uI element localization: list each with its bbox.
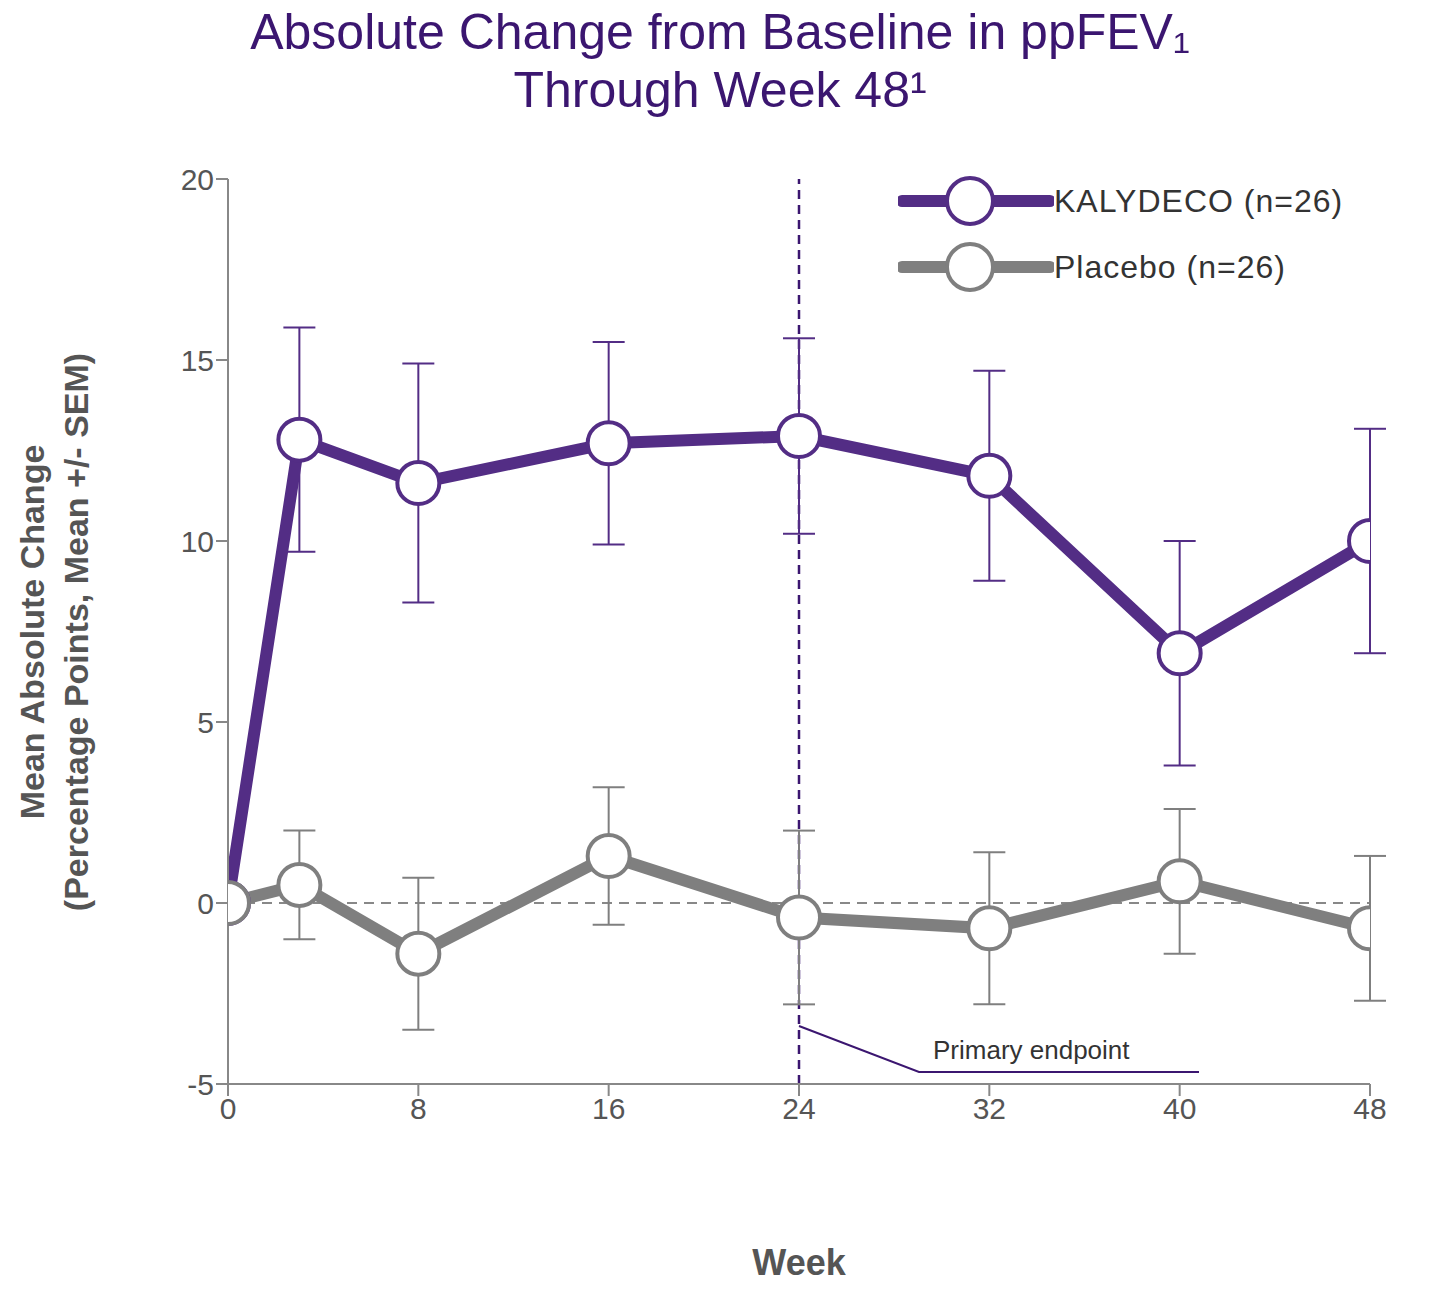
svg-text:10: 10 bbox=[181, 525, 214, 558]
svg-text:8: 8 bbox=[410, 1092, 427, 1125]
html-text:KALYDECO (n=26): KALYDECO (n=26) bbox=[1054, 182, 1344, 219]
svg-text:-5: -5 bbox=[187, 1068, 214, 1101]
svg-text:0: 0 bbox=[197, 887, 214, 920]
svg-text:16: 16 bbox=[592, 1092, 625, 1125]
svg-text:48: 48 bbox=[1353, 1092, 1386, 1125]
svg-text:5: 5 bbox=[197, 706, 214, 739]
svg-text:24: 24 bbox=[782, 1092, 815, 1125]
svg-text:20: 20 bbox=[181, 163, 214, 196]
svg-text:40: 40 bbox=[1163, 1092, 1196, 1125]
svg-text:32: 32 bbox=[973, 1092, 1006, 1125]
svg-text:0: 0 bbox=[220, 1092, 237, 1125]
svg-text:15: 15 bbox=[181, 344, 214, 377]
html-text:Week: Week bbox=[752, 1242, 846, 1283]
html-text:(Percentage Points, Mean +/- S: (Percentage Points, Mean +/- SEM) bbox=[57, 352, 96, 912]
svg-text:Primary endpoint: Primary endpoint bbox=[933, 1035, 1130, 1065]
html-text:Absolute Change from Baseline: Absolute Change from Baseline in ppFEV₁ … bbox=[250, 4, 1190, 118]
html-text:Placebo (n=26): Placebo (n=26) bbox=[1054, 248, 1286, 285]
html-text:Mean Absolute Change: Mean Absolute Change bbox=[13, 444, 51, 820]
